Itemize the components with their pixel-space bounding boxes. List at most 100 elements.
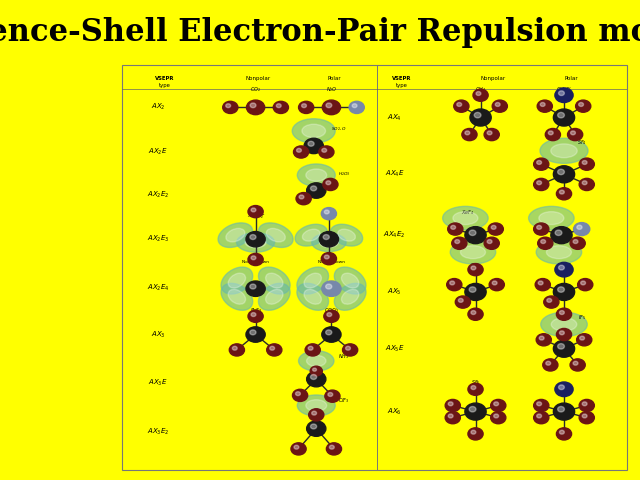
Ellipse shape	[302, 229, 320, 241]
Text: None known: None known	[318, 260, 345, 264]
Text: $AX_3$: $AX_3$	[150, 329, 165, 340]
Circle shape	[223, 101, 238, 113]
Circle shape	[579, 411, 595, 424]
Text: $AX_5$: $AX_5$	[387, 287, 402, 297]
Circle shape	[559, 331, 564, 335]
Text: $XeF_2, I_2^-$: $XeF_2, I_2^-$	[246, 213, 265, 221]
Circle shape	[555, 88, 573, 103]
Circle shape	[330, 445, 334, 449]
Circle shape	[326, 103, 332, 108]
Circle shape	[557, 112, 564, 118]
Circle shape	[296, 192, 311, 205]
Circle shape	[305, 344, 320, 356]
Circle shape	[457, 103, 461, 107]
Circle shape	[493, 414, 499, 418]
Circle shape	[304, 138, 323, 154]
Circle shape	[327, 312, 332, 316]
Circle shape	[559, 91, 564, 96]
Circle shape	[557, 407, 564, 412]
Ellipse shape	[304, 273, 321, 288]
Circle shape	[476, 92, 481, 96]
Ellipse shape	[443, 206, 488, 230]
Text: Polar: Polar	[327, 76, 340, 82]
Text: Valence-Shell Electron-Pair Repulsion model: Valence-Shell Electron-Pair Repulsion mo…	[0, 17, 640, 48]
Circle shape	[308, 409, 324, 421]
Circle shape	[570, 237, 585, 249]
Ellipse shape	[319, 238, 339, 248]
Circle shape	[568, 129, 582, 141]
Text: $SO_2, O$: $SO_2, O$	[331, 126, 347, 133]
Ellipse shape	[266, 273, 283, 288]
Text: VSEPR: VSEPR	[392, 76, 412, 82]
Circle shape	[296, 148, 301, 152]
Circle shape	[556, 188, 572, 200]
Text: $AX_3E$: $AX_3E$	[148, 378, 168, 388]
Circle shape	[534, 223, 549, 235]
Circle shape	[559, 190, 564, 194]
Text: $CH_3Cl$: $CH_3Cl$	[556, 84, 572, 94]
Circle shape	[557, 344, 564, 349]
Ellipse shape	[539, 212, 564, 225]
Ellipse shape	[341, 289, 359, 304]
Ellipse shape	[218, 223, 253, 247]
Circle shape	[556, 308, 572, 320]
Ellipse shape	[298, 351, 334, 371]
Text: $SF_4$: $SF_4$	[577, 138, 587, 147]
Circle shape	[308, 346, 313, 350]
Circle shape	[557, 287, 564, 292]
Ellipse shape	[298, 395, 335, 416]
Circle shape	[465, 227, 486, 244]
Circle shape	[246, 100, 265, 115]
Circle shape	[452, 237, 467, 249]
Circle shape	[575, 100, 591, 112]
Circle shape	[582, 160, 587, 165]
Circle shape	[484, 237, 499, 249]
Circle shape	[546, 361, 550, 365]
Circle shape	[246, 231, 265, 247]
Circle shape	[471, 311, 476, 314]
Ellipse shape	[540, 138, 588, 163]
Circle shape	[570, 359, 585, 371]
Ellipse shape	[221, 267, 253, 294]
Circle shape	[538, 237, 553, 249]
Text: $AX_4$: $AX_4$	[387, 112, 402, 122]
Circle shape	[571, 131, 575, 135]
Circle shape	[321, 252, 337, 265]
Ellipse shape	[551, 144, 577, 158]
Circle shape	[555, 263, 573, 277]
Circle shape	[246, 327, 265, 342]
Circle shape	[492, 281, 497, 285]
Circle shape	[310, 186, 317, 191]
Circle shape	[577, 225, 582, 229]
Circle shape	[537, 402, 541, 406]
Text: $AX_2E_3$: $AX_2E_3$	[147, 234, 169, 244]
Circle shape	[294, 445, 299, 449]
Circle shape	[352, 104, 357, 108]
Ellipse shape	[307, 355, 326, 366]
Text: $BrF^-$: $BrF^-$	[325, 214, 338, 220]
Ellipse shape	[221, 283, 253, 310]
Circle shape	[448, 223, 463, 235]
Circle shape	[246, 281, 265, 296]
Circle shape	[559, 311, 564, 314]
Ellipse shape	[266, 289, 283, 304]
Ellipse shape	[259, 223, 293, 247]
Ellipse shape	[451, 240, 496, 264]
Circle shape	[458, 299, 463, 302]
Circle shape	[536, 334, 551, 346]
Circle shape	[325, 390, 340, 402]
Text: Nonpolar: Nonpolar	[246, 76, 271, 82]
Circle shape	[447, 278, 462, 291]
Circle shape	[474, 112, 481, 118]
Circle shape	[308, 141, 314, 146]
Ellipse shape	[297, 267, 328, 294]
Text: Nonpolar: Nonpolar	[481, 76, 506, 82]
Circle shape	[491, 226, 496, 229]
Circle shape	[535, 278, 550, 291]
Circle shape	[544, 296, 559, 308]
Circle shape	[321, 207, 337, 220]
Circle shape	[465, 131, 470, 135]
Circle shape	[554, 403, 575, 420]
Circle shape	[578, 278, 593, 291]
Circle shape	[537, 160, 541, 165]
